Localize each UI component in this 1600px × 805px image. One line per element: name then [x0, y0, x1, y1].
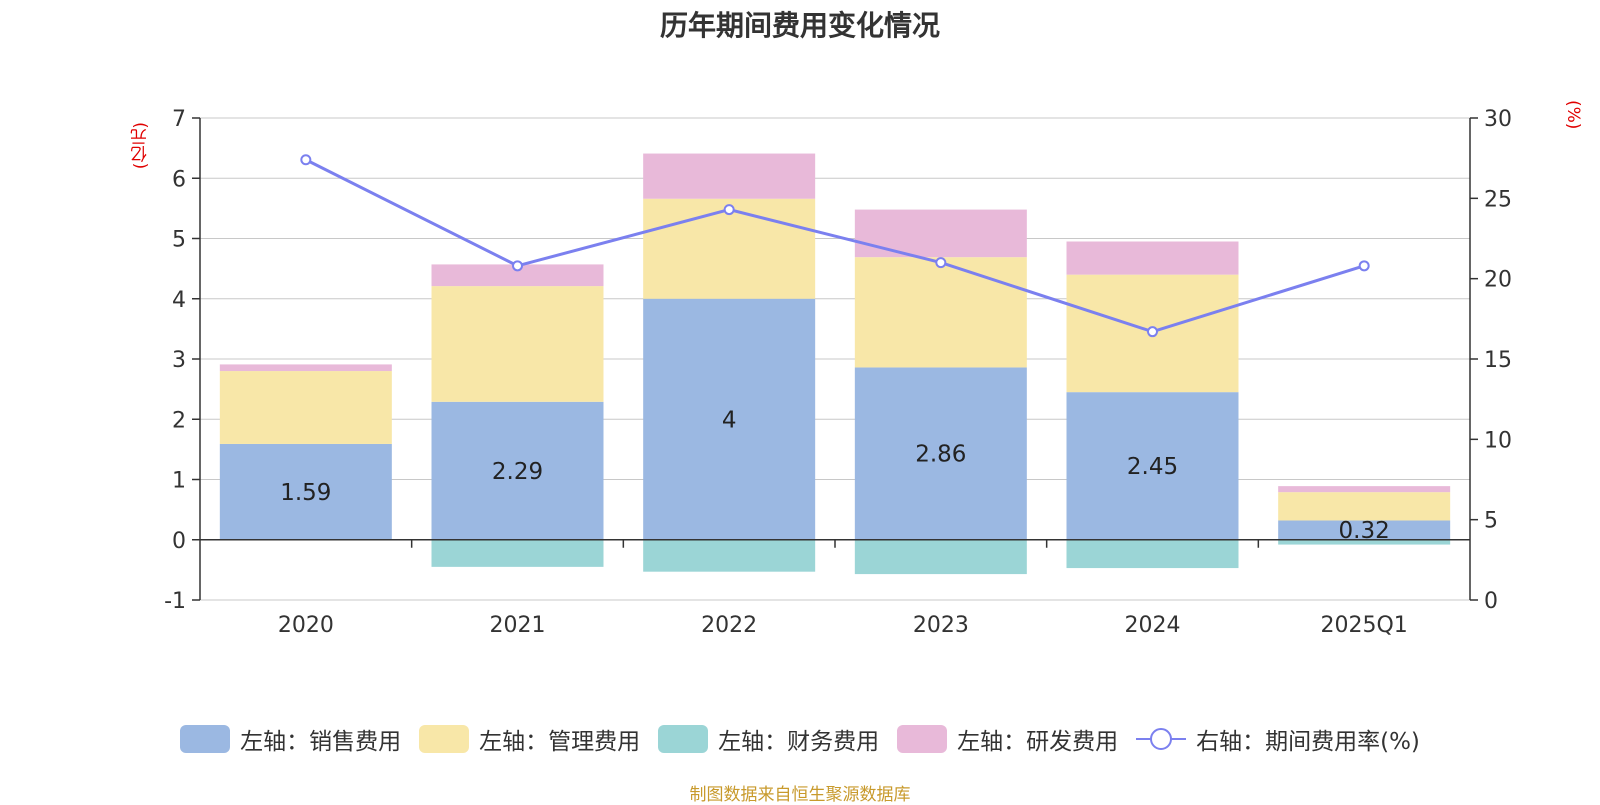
left-axis-tick-label: 2 — [172, 408, 186, 433]
point-expense-rate-2025Q1 — [1358, 260, 1370, 272]
legend-item-rnd[interactable]: 左轴：研发费用 — [897, 722, 1118, 756]
bar-sales-2025Q1 — [1278, 520, 1451, 540]
bar-rnd-2022 — [643, 153, 816, 199]
right-axis-tick-label: 15 — [1484, 348, 1512, 373]
legend-label-finance: 左轴：财务费用 — [718, 729, 880, 755]
data-label-sales: 2.29 — [492, 459, 543, 485]
chart-title: 历年期间费用变化情况 — [659, 9, 940, 42]
legend-swatch-rnd — [897, 725, 948, 753]
data-label-sales: 2.86 — [915, 442, 966, 468]
right-axis-tick-label: 20 — [1484, 268, 1512, 293]
x-axis-category-label: 2024 — [1125, 613, 1181, 638]
legend-label-rnd: 左轴：研发费用 — [957, 729, 1119, 755]
point-expense-rate-2022 — [723, 204, 735, 216]
point-expense-rate-2024 — [1147, 326, 1158, 338]
bar-finance-2022 — [643, 539, 816, 572]
legend-item-finance[interactable]: 左轴：财务费用 — [658, 722, 879, 756]
bar-admin-2021 — [431, 286, 604, 402]
x-axis-category-label: 2022 — [701, 613, 757, 638]
line-expense-rate — [305, 158, 1365, 334]
x-axis-category-label: 2023 — [913, 613, 969, 638]
left-axis-tick-label: 7 — [172, 107, 186, 132]
bar-rnd-2020 — [219, 364, 392, 372]
source-note: 制图数据来自恒生聚源数据库 — [689, 785, 911, 805]
chart-canvas: -1 0 1 2 3 4 5 6 7 0 5 10 15 20 25 30 1.59 2.29 4 2.86 2.45 0… — [164, 107, 1512, 638]
legend-item-sales[interactable]: 左轴：销售费用 — [180, 722, 401, 756]
data-label-sales: 0.32 — [1339, 518, 1390, 544]
legend: 左轴：销售费用 左轴：管理费用 左轴：财务费用 左轴：研发费用 右轴：期间费用率… — [0, 722, 1600, 756]
legend-label-rate: 右轴：期间费用率(%) — [1196, 729, 1420, 755]
bar-sales-2021 — [431, 401, 604, 540]
right-axis-tick-label: 0 — [1484, 589, 1498, 614]
bar-admin-2022 — [643, 198, 816, 299]
data-label-sales: 4 — [722, 407, 737, 433]
legend-item-admin[interactable]: 左轴：管理费用 — [419, 722, 640, 756]
left-axis-tick-label: 5 — [172, 228, 186, 253]
left-axis-tick-label: 3 — [172, 348, 186, 373]
bar-rnd-2021 — [431, 264, 604, 287]
point-expense-rate-2021 — [512, 260, 523, 272]
legend-item-rate[interactable]: 右轴：期间费用率(%) — [1136, 722, 1420, 756]
legend-swatch-sales — [180, 725, 231, 753]
bar-finance-2025Q1 — [1278, 539, 1451, 545]
data-label-sales: 2.45 — [1127, 454, 1178, 480]
bar-finance-2024 — [1066, 539, 1239, 569]
bar-sales-2023 — [854, 367, 1027, 540]
bar-sales-2020 — [219, 443, 392, 540]
left-axis-tick-label: 1 — [172, 469, 186, 494]
point-expense-rate-2023 — [935, 257, 947, 269]
right-axis-tick-label: 10 — [1484, 428, 1512, 453]
point-expense-rate-2020 — [300, 154, 312, 166]
x-axis-category-label: 2020 — [278, 613, 334, 638]
left-axis-tick-label: -1 — [164, 589, 186, 614]
left-axis-tick-label: 4 — [172, 288, 186, 313]
legend-swatch-admin — [419, 725, 470, 753]
right-axis-tick-label: 25 — [1484, 187, 1512, 212]
left-axis-tick-label: 6 — [172, 167, 186, 192]
x-axis-category-label: 2021 — [490, 613, 546, 638]
data-label-sales: 1.59 — [280, 480, 331, 506]
bar-finance-2021 — [431, 539, 604, 567]
bar-sales-2022 — [643, 298, 816, 540]
bar-rnd-2023 — [854, 209, 1027, 258]
left-axis-tick-label: 0 — [172, 529, 186, 554]
legend-swatch-finance — [658, 725, 709, 753]
bar-rnd-2025Q1 — [1278, 486, 1451, 493]
bar-finance-2023 — [854, 539, 1027, 575]
bar-admin-2023 — [854, 257, 1027, 368]
legend-label-sales: 左轴：销售费用 — [240, 729, 402, 755]
right-axis-unit: (%) — [1563, 100, 1583, 130]
bar-admin-2025Q1 — [1278, 492, 1451, 521]
right-axis-tick-label: 30 — [1484, 107, 1512, 132]
x-axis-category-label: 2025Q1 — [1321, 613, 1408, 638]
legend-line-icon — [1136, 728, 1187, 750]
bar-rnd-2024 — [1066, 241, 1239, 275]
bar-sales-2024 — [1066, 392, 1239, 540]
bar-admin-2020 — [219, 371, 392, 444]
right-axis-tick-label: 5 — [1484, 509, 1498, 534]
legend-label-admin: 左轴：管理费用 — [479, 729, 641, 755]
